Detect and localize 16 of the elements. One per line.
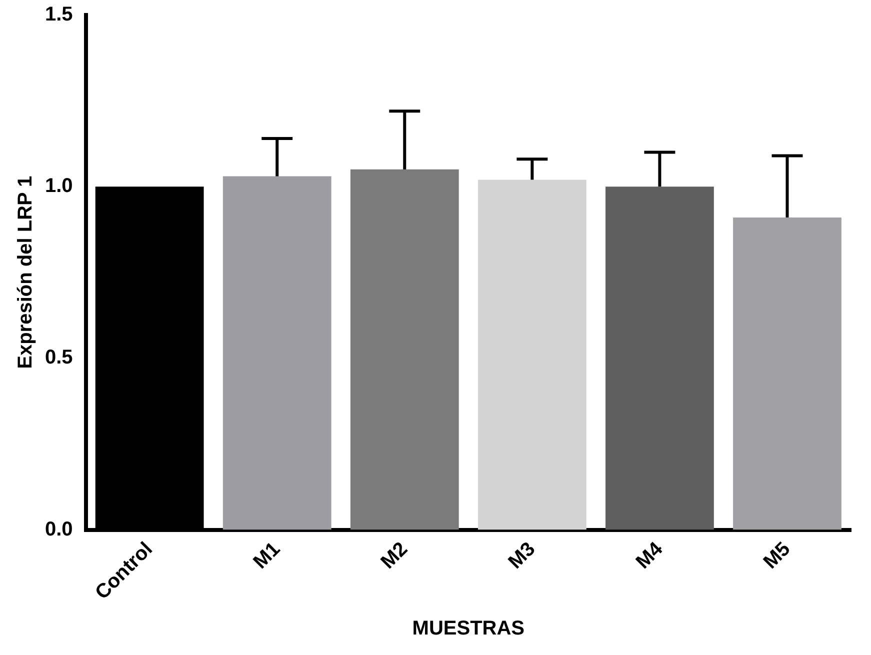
y-tick-label: 0.5 <box>44 346 73 369</box>
bar <box>222 176 332 530</box>
x-tick-label: M3 <box>504 538 540 574</box>
y-tick-label: 1.0 <box>44 175 73 198</box>
x-axis-title: MUESTRAS <box>412 618 525 640</box>
x-tick-label: M2 <box>376 538 412 574</box>
bar <box>350 169 459 530</box>
x-tick-label: M4 <box>632 538 668 574</box>
y-axis-title: Expresión del LRP 1 <box>14 176 37 369</box>
bar <box>733 217 842 530</box>
bar <box>478 180 586 530</box>
y-tick-label: 0.0 <box>44 518 73 540</box>
x-tick-label: M1 <box>249 538 285 574</box>
x-tick-label: M5 <box>759 538 795 574</box>
bar <box>606 186 714 530</box>
y-tick-label: 1.5 <box>44 4 73 26</box>
